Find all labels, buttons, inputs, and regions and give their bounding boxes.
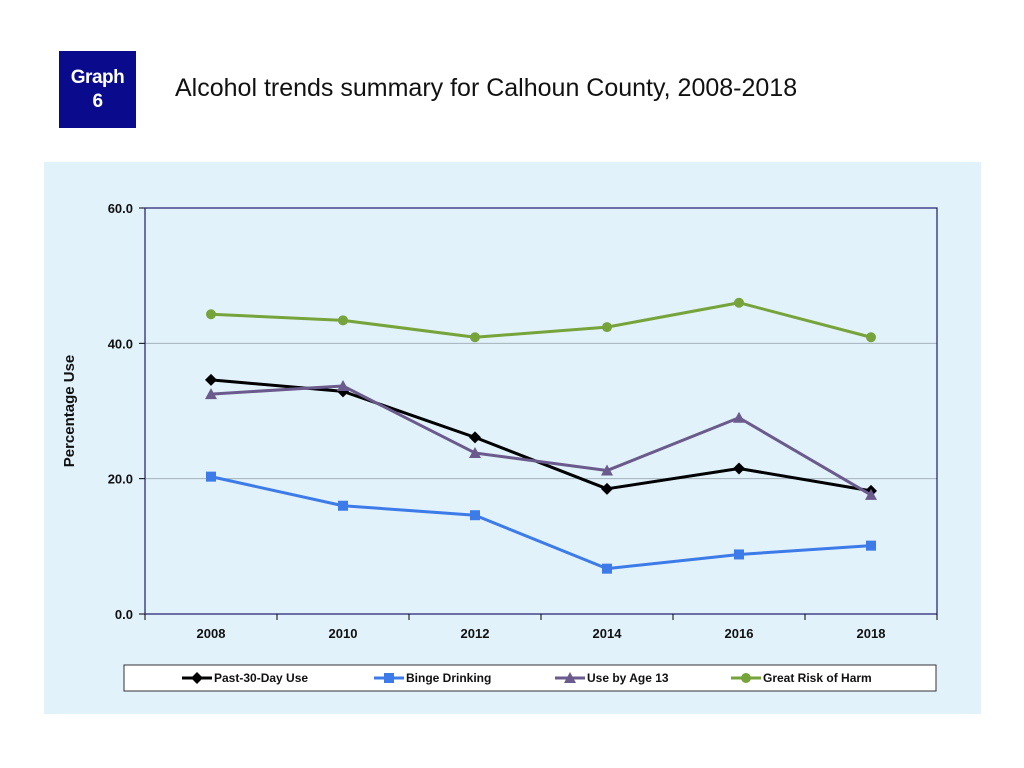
data-point-great-risk-of-harm bbox=[470, 332, 480, 343]
data-point-binge-drinking bbox=[470, 510, 480, 521]
x-tick-label: 2014 bbox=[593, 626, 623, 641]
x-tick-label: 2016 bbox=[725, 626, 754, 641]
legend-box bbox=[123, 664, 937, 692]
y-tick-label: 60.0 bbox=[108, 201, 133, 216]
legend-label-binge-drinking: Binge Drinking bbox=[406, 671, 491, 685]
data-point-great-risk-of-harm bbox=[602, 322, 612, 333]
data-point-binge-drinking bbox=[734, 549, 744, 560]
data-point-use-by-age-13 bbox=[865, 488, 877, 500]
series-line-use-by-age-13 bbox=[210, 384, 872, 497]
data-point-use-by-age-13 bbox=[469, 446, 481, 458]
data-point-great-risk-of-harm bbox=[206, 309, 216, 320]
badge-label: Graph bbox=[70, 66, 125, 88]
legend-marker-binge-drinking bbox=[384, 673, 394, 683]
data-point-binge-drinking bbox=[206, 471, 216, 482]
page-title: Alcohol trends summary for Calhoun Count… bbox=[175, 74, 798, 102]
x-tick-label: 2010 bbox=[329, 626, 358, 641]
y-tick-label: 20.0 bbox=[108, 472, 133, 487]
data-point-use-by-age-13 bbox=[205, 388, 217, 400]
legend-marker-great-risk-of-harm bbox=[741, 673, 751, 683]
series-line-great-risk-of-harm bbox=[210, 301, 872, 339]
data-point-past-30-day-use bbox=[601, 482, 613, 495]
line-chart: 0.0 20.0 40.0 60.0 2008 2010 2012 2014 2016 2018 P… bbox=[61, 201, 938, 692]
data-point-great-risk-of-harm bbox=[338, 315, 348, 326]
plot-area bbox=[145, 208, 937, 614]
x-tick-label: 2012 bbox=[461, 626, 490, 641]
data-point-binge-drinking bbox=[602, 563, 612, 574]
data-point-use-by-age-13 bbox=[337, 379, 349, 391]
data-point-past-30-day-use bbox=[733, 462, 745, 475]
legend-marker-past-30-day-use bbox=[191, 672, 203, 684]
legend-label-great-risk-of-harm: Great Risk of Harm bbox=[763, 671, 872, 685]
data-point-great-risk-of-harm bbox=[866, 332, 876, 343]
legend-marker-use-by-age-13 bbox=[564, 672, 576, 683]
data-point-binge-drinking bbox=[866, 540, 876, 551]
data-point-binge-drinking bbox=[338, 500, 348, 511]
graph-number-badge: Graph 6 bbox=[59, 51, 136, 128]
series-line-binge-drinking bbox=[210, 475, 872, 571]
data-point-use-by-age-13 bbox=[601, 464, 613, 476]
y-tick-label: 40.0 bbox=[108, 336, 133, 351]
y-tick-label: 0.0 bbox=[115, 607, 133, 622]
badge-number: 6 bbox=[92, 90, 103, 112]
y-axis-label: Percentage Use bbox=[61, 355, 78, 468]
data-point-great-risk-of-harm bbox=[734, 297, 744, 308]
data-point-use-by-age-13 bbox=[733, 411, 745, 423]
data-point-past-30-day-use bbox=[205, 373, 217, 386]
x-tick-label: 2018 bbox=[857, 626, 886, 641]
chart-panel: 0.0 20.0 40.0 60.0 2008 2010 2012 2014 2016 2018 P… bbox=[44, 162, 981, 714]
data-point-past-30-day-use bbox=[337, 385, 349, 398]
legend-label-past-30-day-use: Past-30-Day Use bbox=[214, 671, 308, 685]
data-point-past-30-day-use bbox=[469, 431, 481, 444]
legend-label-use-by-age-13: Use by Age 13 bbox=[587, 671, 669, 685]
x-tick-label: 2008 bbox=[197, 626, 226, 641]
